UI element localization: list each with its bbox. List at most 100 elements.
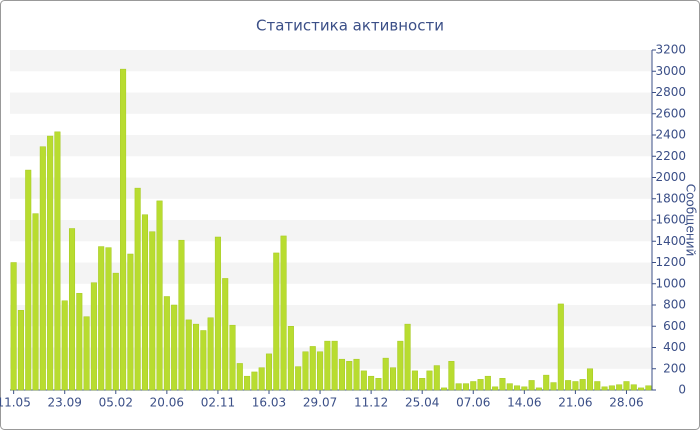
y-tick-label: 2000	[655, 170, 686, 184]
x-tick-label: 29.07	[303, 396, 337, 410]
y-tick-label: 2600	[655, 106, 686, 120]
bar	[134, 187, 141, 391]
x-tick-label: 05.02	[99, 396, 133, 410]
bar	[492, 386, 499, 391]
bar	[229, 324, 236, 391]
bar	[477, 379, 484, 391]
x-tick-label: 07.06	[456, 396, 490, 410]
bar	[601, 386, 608, 391]
bar	[207, 317, 214, 391]
x-tick-label: 23.09	[48, 396, 82, 410]
x-tick-label: 02.11	[201, 396, 235, 410]
bar	[543, 374, 550, 391]
bar	[616, 384, 623, 391]
y-tick-label: 800	[663, 298, 686, 312]
bar	[382, 357, 389, 391]
bar	[462, 383, 469, 391]
bar	[521, 386, 528, 391]
bar	[594, 381, 601, 391]
x-tick-label: 20.06	[150, 396, 184, 410]
grid-band	[10, 177, 652, 199]
bar	[280, 235, 287, 391]
bar	[638, 387, 645, 391]
bar	[389, 367, 397, 391]
bar	[338, 358, 345, 391]
bar	[317, 351, 324, 391]
y-tick-label: 200	[663, 361, 686, 375]
bar	[324, 340, 331, 391]
bar	[156, 200, 163, 391]
y-tick-label: 0	[678, 383, 686, 397]
bar	[586, 368, 594, 391]
y-tick-label: 400	[663, 340, 686, 354]
y-tick-label: 3200	[655, 43, 686, 57]
y-tick-label: 2200	[655, 149, 686, 163]
bar	[25, 169, 32, 391]
bar	[608, 385, 615, 391]
bar	[236, 363, 243, 391]
grid-band	[10, 135, 652, 157]
bar	[514, 385, 521, 391]
bar	[426, 370, 433, 391]
x-tick-label: 14.06	[507, 396, 541, 410]
bar	[331, 340, 338, 391]
x-tick-label: 16.03	[252, 396, 286, 410]
bar	[141, 214, 148, 391]
bar	[149, 231, 156, 391]
bar	[645, 385, 652, 391]
grid-band	[10, 220, 652, 242]
bar	[61, 300, 68, 391]
bar	[251, 371, 258, 391]
y-tick-label: 1800	[655, 191, 686, 205]
y-tick-label: 1200	[655, 255, 686, 269]
bar	[353, 358, 360, 391]
bar	[222, 278, 229, 391]
bar	[105, 247, 112, 391]
bar	[579, 379, 586, 391]
bar	[171, 304, 178, 391]
bar	[309, 346, 316, 391]
bar	[258, 367, 265, 391]
bar	[112, 272, 119, 391]
bar	[368, 375, 375, 391]
bar	[127, 253, 134, 391]
y-axis-label: Сообщений	[684, 184, 698, 257]
bar	[557, 303, 564, 391]
bar	[375, 378, 382, 391]
bar	[550, 382, 557, 391]
y-tick-label: 1000	[655, 276, 686, 290]
bar	[433, 365, 440, 391]
bar	[244, 375, 251, 391]
bar	[193, 323, 200, 391]
bar	[83, 316, 90, 391]
bar	[47, 135, 54, 391]
bar	[484, 375, 491, 391]
y-tick-label: 2800	[655, 85, 686, 99]
bar	[10, 262, 17, 391]
grid-band	[10, 347, 652, 369]
grid-band	[10, 50, 652, 72]
bar	[68, 228, 76, 391]
bar	[419, 378, 426, 391]
bar	[90, 282, 97, 391]
bar	[214, 236, 221, 391]
y-tick-label: 1600	[655, 213, 686, 227]
bar	[448, 361, 455, 391]
bar	[346, 361, 353, 391]
bar	[630, 384, 637, 391]
grid-bands	[10, 50, 652, 369]
bar	[295, 366, 302, 391]
bar	[54, 131, 61, 391]
x-tick-label: 25.04	[405, 396, 439, 410]
bar	[506, 383, 513, 391]
bar	[499, 378, 506, 391]
y-tick-label: 3000	[655, 64, 686, 78]
bar	[623, 381, 630, 391]
y-tick-label: 1400	[655, 234, 686, 248]
bar	[287, 326, 294, 391]
bar	[185, 319, 192, 391]
bar	[572, 381, 579, 391]
y-tick-label: 600	[663, 319, 686, 333]
